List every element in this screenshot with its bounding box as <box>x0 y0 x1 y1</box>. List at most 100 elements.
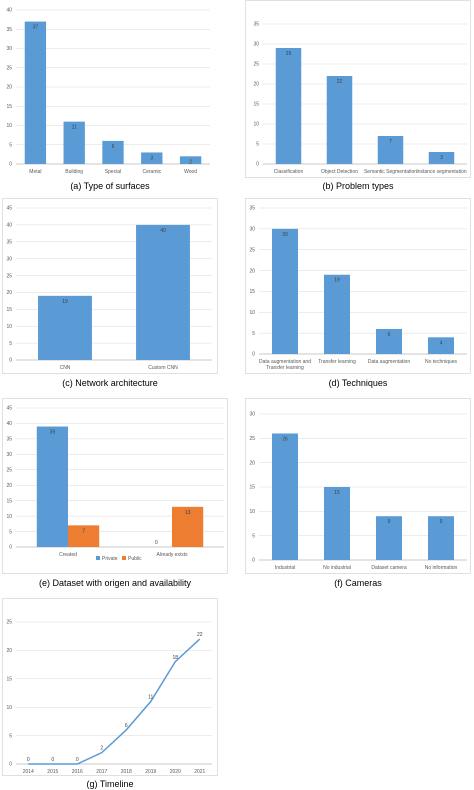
data-label: 11 <box>148 695 153 701</box>
panel-network-architecture: 0 5 10 15 20 25 30 35 40 45 CNN Custom CNN 19 40 (c) … <box>2 198 218 392</box>
y-tick-label: 0 <box>9 358 12 364</box>
x-category-label: Data augmentation <box>368 359 410 365</box>
x-category-label: Instance segmentation <box>416 169 467 175</box>
y-tick-label: 45 <box>6 206 12 212</box>
legend-label: Private <box>102 556 118 562</box>
y-tick-label: 10 <box>253 122 259 128</box>
x-category-label: Special <box>105 169 121 175</box>
x-category-label-line: Created <box>59 552 77 558</box>
x-category-label-line: Custom CNN <box>148 365 178 371</box>
data-label: 2 <box>189 159 192 165</box>
panel-timeline: 0 5 10 15 20 25 2014 2015 2016 2017 2018 2019 2020 20… <box>2 598 218 790</box>
x-category-label: Already exists <box>156 552 188 558</box>
x-category-label-line: 2016 <box>72 769 83 775</box>
y-tick-label: 30 <box>6 452 12 458</box>
y-tick-label: 35 <box>253 22 259 28</box>
x-category-label-line: Industrial <box>275 565 295 571</box>
x-category-label-line: Special <box>105 169 121 175</box>
x-category-label-line: Building <box>65 169 83 175</box>
y-tick-label: 40 <box>6 421 12 427</box>
x-category-label-line: CNN <box>60 365 71 371</box>
y-tick-label: 30 <box>249 227 255 233</box>
chart-problem-types: 0 5 10 15 20 25 30 35 Classification Object Detec… <box>245 0 471 178</box>
bar <box>272 228 298 354</box>
y-tick-label: 40 <box>6 8 12 14</box>
y-tick-label: 25 <box>6 620 12 626</box>
bar <box>376 328 402 354</box>
chart-caption: (a) Type of surfaces <box>70 181 150 191</box>
panel-dataset-origen-availability: 0 5 10 15 20 25 30 35 40 45 Created Already exists 3… <box>2 398 228 592</box>
x-category-label-line: No techniques <box>425 359 457 365</box>
x-category-label: 2020 <box>170 769 181 775</box>
y-tick-label: 20 <box>249 460 255 466</box>
x-category-label: Semantic Segmentation <box>364 169 417 175</box>
data-label: 19 <box>62 299 68 305</box>
x-category-label-line: Object Detection <box>321 169 358 175</box>
chart-frame <box>245 398 471 574</box>
y-tick-label: 25 <box>249 247 255 253</box>
x-category-label-line: Metal <box>29 169 41 175</box>
y-tick-label: 35 <box>6 27 12 33</box>
chart-caption: (d) Techniques <box>328 378 388 388</box>
x-category-label-line: Dataset camera <box>371 565 407 571</box>
chart-frame <box>245 198 471 374</box>
bar-public <box>172 506 204 547</box>
x-category-label-line: Data augmentation <box>368 359 410 365</box>
x-category-label-line: 2017 <box>96 769 107 775</box>
y-tick-label: 20 <box>6 483 12 489</box>
chart-caption: (f) Cameras <box>334 578 382 588</box>
bar <box>141 152 163 164</box>
y-tick-label: 0 <box>256 162 259 168</box>
y-tick-label: 5 <box>9 529 12 535</box>
y-tick-label: 35 <box>249 206 255 212</box>
y-tick-label: 15 <box>6 307 12 313</box>
y-tick-label: 15 <box>6 498 12 504</box>
data-label: 6 <box>388 332 391 338</box>
legend-swatch <box>122 556 126 560</box>
chart-caption: (b) Problem types <box>322 181 394 191</box>
data-label: 7 <box>389 139 392 145</box>
bar <box>136 224 190 360</box>
chart-frame <box>2 598 218 776</box>
y-tick-label: 15 <box>253 102 259 108</box>
bar <box>324 487 350 560</box>
chart-frame <box>2 398 228 574</box>
x-category-label-line: Classification <box>274 169 304 175</box>
x-category-label-line: 2018 <box>121 769 132 775</box>
legend-swatch <box>96 556 100 560</box>
data-label: 40 <box>160 228 166 234</box>
bar <box>38 295 92 360</box>
y-tick-label: 5 <box>9 733 12 739</box>
x-category-label-line: Semantic Segmentation <box>364 169 417 175</box>
y-tick-label: 15 <box>249 485 255 491</box>
y-tick-label: 25 <box>6 467 12 473</box>
y-tick-label: 10 <box>6 705 12 711</box>
data-label: 29 <box>286 51 292 57</box>
series-line <box>28 638 201 765</box>
x-category-label: No techniques <box>425 359 457 365</box>
y-tick-label: 0 <box>9 545 12 551</box>
x-category-label: 2017 <box>96 769 107 775</box>
x-category-label-line: Transfer learning <box>318 359 356 365</box>
data-label: 26 <box>282 436 288 442</box>
x-category-label: Transfer learning <box>318 359 356 365</box>
bar <box>272 433 298 560</box>
x-category-label: No industrial <box>323 565 351 571</box>
panel-problem-types: 0 5 10 15 20 25 30 35 Classification Object Detec… <box>245 0 471 194</box>
x-category-label: Object Detection <box>321 169 358 175</box>
y-tick-label: 30 <box>249 412 255 418</box>
data-label: 0 <box>155 540 158 546</box>
x-category-label: Classification <box>274 169 304 175</box>
y-tick-label: 25 <box>253 62 259 68</box>
x-category-label-line: Ceramic <box>142 169 161 175</box>
x-category-label: Ceramic <box>142 169 161 175</box>
y-tick-label: 20 <box>6 85 12 91</box>
x-category-label: No information <box>425 565 458 571</box>
x-category-label: Dataset camera <box>371 565 407 571</box>
legend-label: Public <box>128 556 142 562</box>
data-label: 6 <box>112 144 115 150</box>
chart-cameras: 0 5 10 15 20 25 30 Industrial No industrial Datas… <box>245 398 471 574</box>
chart-caption: (e) Dataset with origen and availability <box>38 578 192 588</box>
y-tick-label: 10 <box>249 310 255 316</box>
